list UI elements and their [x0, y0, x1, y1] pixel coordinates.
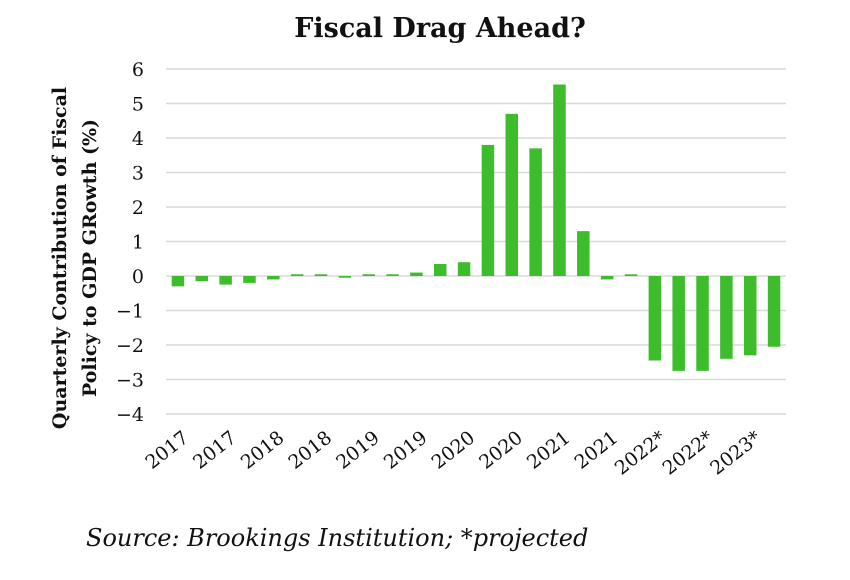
bar-21	[672, 276, 685, 371]
bar-10	[410, 272, 423, 276]
x-tick-label: 2017	[141, 427, 193, 474]
x-tick-label: 2020	[428, 427, 480, 474]
bar-4	[267, 276, 280, 280]
bar-19	[624, 274, 638, 276]
bar-12	[457, 262, 471, 276]
x-tick-label: 2019	[380, 427, 432, 474]
y-tick-label: 4	[132, 128, 144, 150]
bar-8	[362, 274, 375, 276]
bar-6	[314, 274, 328, 276]
y-tick-label: 5	[132, 94, 144, 116]
bar-5	[290, 274, 304, 276]
bar-23	[720, 276, 733, 359]
y-axis-ticks: 6 5 4 3 2 1 0 −1 −2 −3 −4	[116, 59, 144, 426]
bar-3	[243, 276, 256, 283]
y-tick-label: 0	[132, 266, 144, 288]
x-tick-label: 2020	[475, 427, 527, 474]
source-note: Source: Brookings Institution; *projecte…	[86, 524, 589, 552]
bar-20	[648, 276, 662, 361]
bar-0	[171, 276, 185, 287]
bar-9	[386, 274, 399, 276]
bar-7	[338, 276, 352, 278]
bar-17	[577, 231, 590, 276]
x-tick-label: 2023*	[706, 426, 766, 479]
bar-1	[195, 276, 209, 282]
bar-11	[433, 263, 447, 276]
x-axis-ticks: 2017201720182018201920192020202020212021…	[141, 426, 765, 479]
bar-25	[767, 276, 781, 347]
bar-15	[529, 148, 542, 276]
bar-24	[743, 276, 757, 356]
y-tick-label: 1	[132, 232, 144, 254]
y-tick-label: −2	[116, 335, 144, 357]
y-axis-label: Quarterly Contribution of Fiscal Policy …	[49, 87, 101, 429]
y-axis-label-line-1: Quarterly Contribution of Fiscal	[49, 87, 71, 429]
x-tick-label: 2019	[332, 427, 384, 474]
bar-18	[600, 276, 614, 280]
x-tick-label: 2022*	[611, 426, 671, 479]
chart-title: Fiscal Drag Ahead?	[294, 13, 586, 44]
bars	[171, 84, 781, 371]
bar-22	[696, 276, 709, 371]
gridlines	[166, 68, 786, 415]
x-tick-label: 2021	[523, 427, 575, 474]
bar-13	[481, 144, 495, 276]
x-tick-label: 2018	[284, 427, 336, 474]
x-tick-label: 2018	[237, 427, 289, 474]
bar-16	[553, 84, 566, 277]
y-tick-label: −1	[116, 301, 144, 323]
x-tick-label: 2017	[189, 427, 241, 474]
y-tick-label: 6	[132, 59, 144, 81]
bar-14	[505, 113, 519, 276]
bar-2	[219, 276, 232, 285]
y-tick-label: 3	[132, 163, 144, 185]
x-tick-label: 2022*	[658, 426, 718, 479]
y-tick-label: 2	[132, 197, 144, 219]
y-axis-label-line-2: Policy to GDP GRowth (%)	[79, 119, 101, 397]
y-tick-label: −4	[116, 404, 144, 426]
y-tick-label: −3	[116, 370, 144, 392]
